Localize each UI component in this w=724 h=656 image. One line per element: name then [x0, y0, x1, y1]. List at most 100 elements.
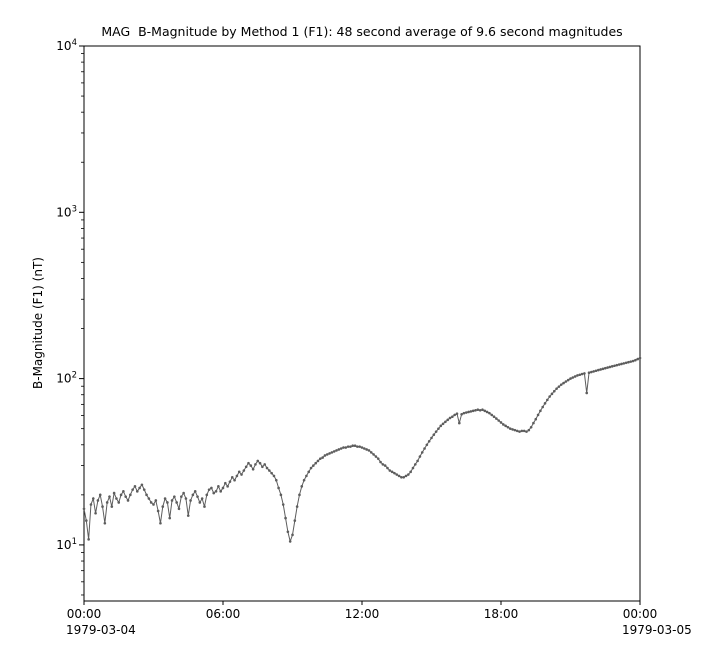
- series-point: [631, 359, 635, 363]
- series-point: [314, 461, 317, 465]
- series-point: [358, 445, 361, 448]
- series-point: [332, 450, 336, 453]
- series-point: [423, 447, 426, 450]
- series-point: [156, 509, 160, 513]
- series-point: [186, 514, 190, 517]
- series-point: [562, 381, 565, 385]
- series-point: [346, 445, 350, 448]
- series-point: [566, 378, 570, 382]
- plot-frame: [83, 45, 641, 602]
- series-point: [154, 499, 158, 502]
- series-point: [242, 469, 246, 472]
- series-point: [249, 464, 253, 467]
- series-point: [552, 389, 556, 393]
- series-point: [228, 480, 232, 483]
- series-point: [620, 362, 623, 366]
- series-point: [446, 418, 450, 422]
- series-point: [573, 375, 577, 378]
- series-point: [152, 503, 155, 506]
- series-point: [198, 501, 202, 504]
- series-point: [467, 410, 470, 414]
- series-point: [129, 493, 132, 497]
- series-point: [295, 505, 299, 508]
- y-tick-label: 103: [56, 204, 77, 219]
- series-point: [441, 422, 445, 426]
- series-point: [590, 370, 593, 374]
- series-point: [453, 413, 456, 417]
- series-point: [98, 493, 102, 497]
- series-point: [409, 470, 412, 474]
- x-tick-label: 00:00: [623, 607, 658, 621]
- series-point: [163, 497, 167, 500]
- series-point: [367, 449, 371, 452]
- series-point: [268, 469, 271, 472]
- series-point: [256, 459, 260, 463]
- series-point: [455, 412, 459, 416]
- series-point: [448, 416, 452, 420]
- series-point: [490, 413, 494, 417]
- series-point: [212, 491, 216, 495]
- series-point: [513, 428, 517, 432]
- series-point: [142, 488, 146, 491]
- series-point: [360, 446, 364, 449]
- series-point: [261, 465, 264, 469]
- series-point: [520, 429, 524, 433]
- series-point: [615, 363, 619, 367]
- series-point: [381, 463, 385, 466]
- series-point: [281, 503, 285, 506]
- series-point: [122, 490, 125, 493]
- series-point: [411, 466, 415, 470]
- series-point: [82, 507, 86, 511]
- series-point: [420, 451, 424, 454]
- series-point: [126, 499, 130, 502]
- series-point: [536, 413, 540, 417]
- series-point: [133, 485, 137, 488]
- x-date-label: 1979-03-05: [622, 623, 692, 637]
- series-point: [634, 358, 637, 362]
- series-point: [527, 428, 531, 432]
- series-point: [244, 465, 248, 469]
- series-point: [460, 413, 463, 416]
- series-point: [112, 491, 116, 495]
- series-point: [608, 365, 612, 369]
- series-point: [251, 467, 255, 471]
- series-point: [603, 366, 607, 370]
- x-tick-label: 00:00: [67, 607, 102, 621]
- series-point: [485, 410, 489, 414]
- series-point: [437, 427, 440, 430]
- series-point: [175, 501, 178, 504]
- chart-title: MAG B-Magnitude by Method 1 (F1): 48 sec…: [101, 24, 623, 39]
- series-point: [404, 474, 408, 478]
- series-point: [427, 439, 431, 443]
- series-point: [356, 445, 359, 448]
- series-point: [599, 368, 602, 371]
- series-point: [522, 429, 526, 433]
- series-point: [328, 452, 331, 455]
- series-point: [534, 417, 538, 421]
- series-point: [583, 372, 586, 375]
- series-point: [135, 490, 139, 493]
- series-point: [508, 427, 512, 430]
- series-point: [219, 490, 222, 493]
- series-point: [138, 486, 141, 490]
- series-point: [379, 460, 382, 464]
- series-point: [432, 433, 436, 437]
- series-point: [200, 497, 204, 500]
- series-point: [518, 430, 521, 433]
- series-point: [504, 424, 507, 428]
- series-point: [474, 408, 477, 412]
- series-point: [96, 499, 100, 502]
- series-point: [166, 501, 169, 504]
- y-axis: 101 102 103 104: [56, 38, 84, 596]
- series-point: [184, 497, 188, 500]
- series-point: [103, 521, 107, 525]
- series-point: [638, 356, 642, 360]
- series-point: [543, 402, 547, 405]
- series-point: [170, 499, 174, 502]
- series-point: [407, 473, 410, 476]
- series-point: [624, 361, 628, 365]
- series-point: [557, 385, 561, 388]
- series-point: [386, 466, 389, 470]
- series-point: [571, 376, 575, 379]
- series-point: [319, 457, 322, 460]
